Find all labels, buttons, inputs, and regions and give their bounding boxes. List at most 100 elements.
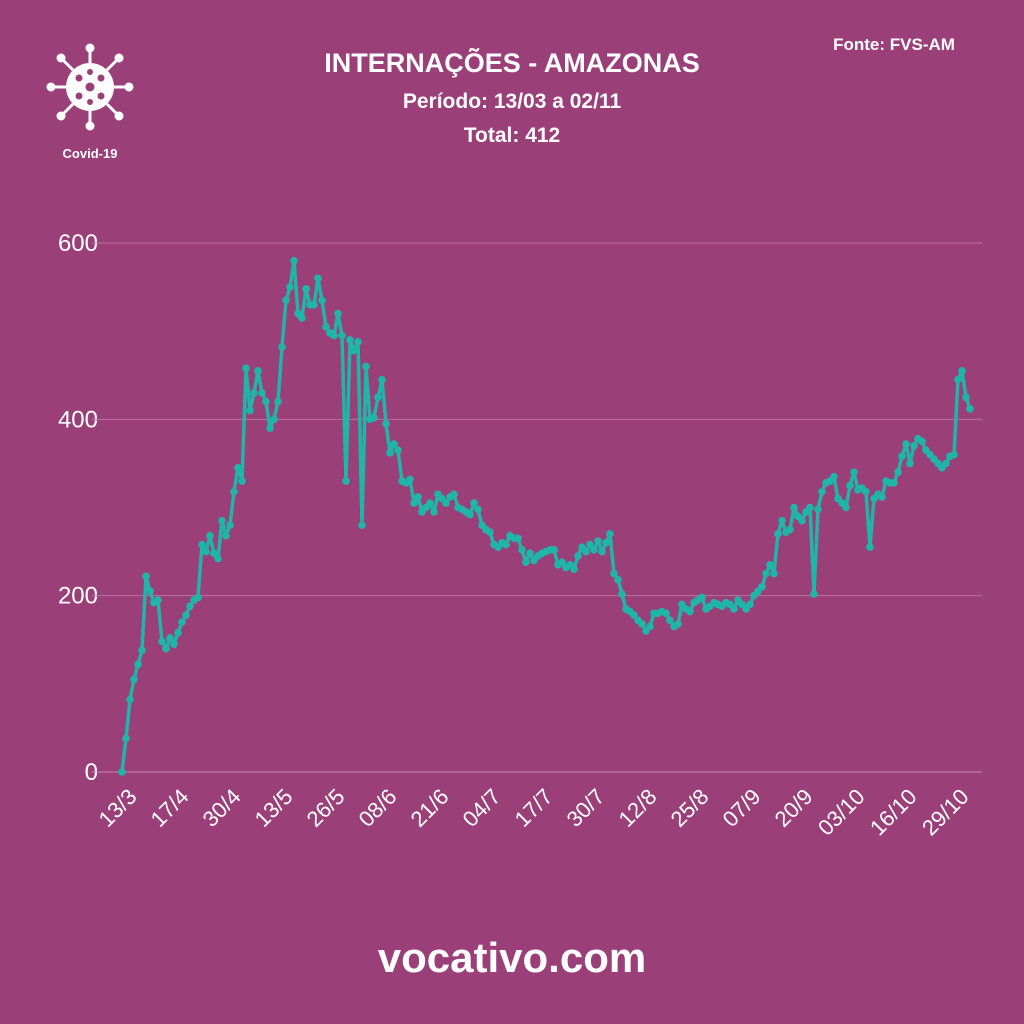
data-point: [818, 487, 826, 496]
data-point: [474, 505, 482, 514]
data-point: [570, 565, 578, 574]
data-point: [302, 285, 310, 293]
data-point: [850, 468, 858, 477]
data-point: [514, 534, 522, 543]
data-point: [386, 449, 394, 457]
y-tick-label: 200: [58, 583, 98, 610]
data-point: [550, 546, 558, 554]
data-point: [466, 510, 474, 519]
data-point: [878, 493, 886, 501]
data-point: [574, 552, 582, 560]
data-point: [890, 479, 898, 487]
data-point: [206, 531, 214, 540]
data-point: [778, 516, 786, 525]
data-point: [354, 337, 362, 346]
data-point: [442, 499, 450, 507]
data-point: [430, 508, 438, 516]
data-point: [154, 596, 162, 604]
data-point: [962, 393, 970, 402]
data-point: [346, 336, 354, 344]
data-point: [526, 549, 534, 558]
source: Fonte: FVS-AM: [833, 35, 955, 54]
data-point: [830, 472, 838, 481]
data-point: [286, 283, 294, 291]
data-point: [618, 590, 626, 598]
data-point: [918, 437, 926, 446]
data-point: [210, 549, 218, 558]
data-point: [126, 695, 134, 704]
data-point: [910, 441, 918, 450]
data-point: [426, 499, 434, 507]
data-point: [814, 505, 822, 514]
data-point: [238, 477, 246, 485]
data-point: [158, 637, 166, 646]
data-point: [242, 364, 250, 372]
data-point: [810, 590, 818, 598]
footer: vocativo.com: [378, 934, 646, 981]
data-point: [222, 531, 230, 540]
data-point: [662, 609, 670, 618]
data-point: [606, 530, 614, 538]
data-point: [122, 734, 130, 743]
data-point: [334, 309, 342, 318]
data-point: [406, 475, 414, 484]
data-point: [314, 274, 322, 283]
data-point: [522, 558, 530, 566]
data-point: [170, 640, 178, 648]
data-point: [218, 516, 226, 525]
y-tick-label: 600: [58, 230, 98, 257]
data-point: [318, 296, 326, 305]
data-point: [262, 397, 270, 406]
data-point: [806, 503, 814, 512]
data-point: [590, 546, 598, 554]
data-point: [610, 569, 618, 578]
data-point: [298, 314, 306, 322]
data-point: [214, 554, 222, 563]
data-point: [258, 389, 266, 397]
data-point: [894, 468, 902, 477]
virus-icon: [46, 43, 134, 131]
data-point: [182, 611, 190, 619]
data-point: [350, 346, 358, 355]
data-point: [686, 607, 694, 616]
data-point: [758, 583, 766, 591]
data-point: [866, 543, 874, 551]
data-point: [146, 587, 154, 596]
data-point: [394, 446, 402, 454]
data-point: [254, 367, 262, 375]
data-point: [582, 547, 590, 556]
data-point: [186, 602, 194, 611]
data-point: [118, 768, 126, 776]
data-point: [646, 622, 654, 631]
data-point: [198, 540, 206, 549]
data-point: [274, 397, 282, 406]
data-point: [638, 620, 646, 628]
data-point: [630, 611, 638, 619]
data-point: [502, 540, 510, 549]
data-point: [902, 440, 910, 448]
data-point: [138, 646, 146, 655]
data-point: [966, 404, 974, 413]
data-point: [330, 331, 338, 340]
data-point: [178, 618, 186, 626]
data-point: [950, 450, 958, 459]
data-point: [142, 572, 150, 581]
data-point: [310, 300, 318, 309]
data-point: [270, 415, 278, 424]
data-point: [322, 322, 330, 331]
data-point: [282, 296, 290, 305]
data-point: [774, 530, 782, 538]
data-point: [762, 569, 770, 578]
chart-subtitle: Período: 13/03 a 02/11: [403, 90, 622, 113]
data-point: [338, 331, 346, 340]
data-point: [614, 575, 622, 584]
data-point: [898, 452, 906, 461]
y-tick-label: 400: [58, 406, 98, 433]
data-point: [594, 537, 602, 545]
data-point: [358, 521, 366, 529]
data-point: [226, 521, 234, 529]
data-point: [230, 487, 238, 496]
data-point: [906, 459, 914, 468]
data-point: [278, 343, 286, 351]
data-point: [130, 675, 138, 684]
